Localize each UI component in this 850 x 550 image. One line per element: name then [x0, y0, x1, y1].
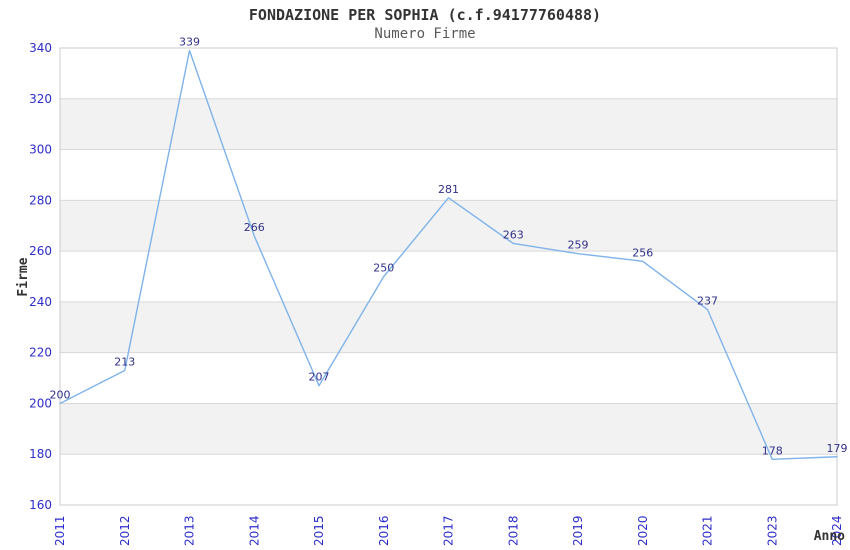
x-tick-label: 2016 — [377, 515, 391, 546]
x-axis-title: Anno — [814, 529, 845, 544]
data-point-label: 237 — [697, 295, 718, 308]
y-tick-label: 220 — [29, 346, 52, 360]
data-point-label: 259 — [568, 239, 589, 252]
x-tick-label: 2014 — [247, 515, 261, 546]
data-point-label: 200 — [50, 388, 71, 401]
x-tick-label: 2021 — [701, 515, 715, 546]
chart-subtitle: Numero Firme — [374, 26, 476, 42]
y-tick-label: 180 — [29, 447, 52, 461]
plot-border — [59, 47, 838, 506]
x-tick-label: 2023 — [765, 515, 779, 546]
y-tick-label: 160 — [29, 498, 52, 512]
plot-band — [60, 403, 837, 455]
data-point-label: 250 — [373, 262, 394, 275]
x-tick-label: 2012 — [118, 515, 132, 546]
data-point-label: 178 — [762, 444, 783, 457]
y-tick-label: 260 — [29, 244, 52, 258]
data-point-label: 179 — [827, 442, 848, 455]
data-point-label: 339 — [179, 36, 200, 49]
y-tick-label: 240 — [29, 295, 52, 309]
x-tick-label: 2019 — [571, 515, 585, 546]
plot-band — [60, 98, 837, 150]
data-point-label: 207 — [309, 371, 330, 384]
plot-band — [60, 48, 837, 99]
data-point-label: 213 — [114, 355, 135, 368]
data-point-label: 281 — [438, 183, 459, 196]
x-tick-label: 2011 — [53, 515, 67, 546]
x-tick-label: 2020 — [636, 515, 650, 546]
plot-band — [60, 200, 837, 252]
x-tick-label: 2017 — [442, 515, 456, 546]
data-point-label: 266 — [244, 221, 265, 234]
plot-band — [60, 454, 837, 505]
x-tick-label: 2018 — [506, 515, 520, 546]
data-point-label: 263 — [503, 228, 524, 241]
data-line — [59, 49, 838, 460]
y-tick-label: 320 — [29, 92, 52, 106]
x-tick-label: 2013 — [183, 515, 197, 546]
chart-title: FONDAZIONE PER SOPHIA (c.f.94177760488) — [248, 6, 602, 24]
x-tick-label: 2024 — [830, 515, 844, 546]
y-tick-label: 280 — [29, 193, 52, 207]
plot-band — [60, 352, 837, 404]
y-tick-label: 200 — [29, 396, 52, 410]
plot-band — [60, 301, 837, 353]
y-axis-title: Firme — [16, 257, 31, 296]
data-point-label: 256 — [632, 246, 653, 259]
y-tick-label: 340 — [29, 41, 52, 55]
plot-band — [60, 251, 837, 302]
y-tick-label: 300 — [29, 143, 52, 157]
plot-band — [60, 149, 837, 201]
x-tick-label: 2015 — [312, 515, 326, 546]
